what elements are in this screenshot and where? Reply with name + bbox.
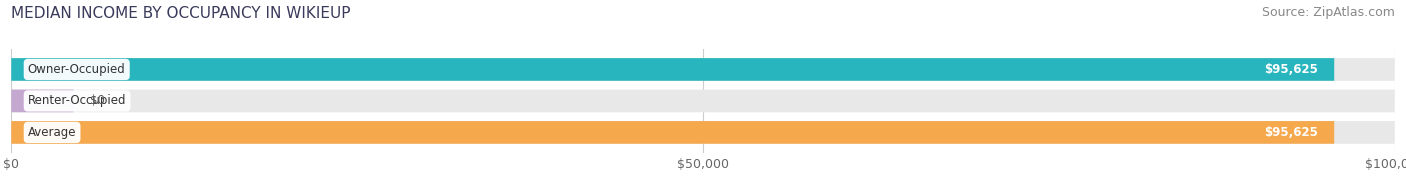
FancyBboxPatch shape: [11, 121, 1334, 144]
FancyBboxPatch shape: [11, 90, 73, 112]
FancyBboxPatch shape: [11, 90, 1395, 112]
Text: Renter-Occupied: Renter-Occupied: [28, 94, 127, 107]
FancyBboxPatch shape: [11, 58, 1395, 81]
FancyBboxPatch shape: [11, 58, 1334, 81]
Text: $95,625: $95,625: [1264, 126, 1317, 139]
Text: Average: Average: [28, 126, 76, 139]
FancyBboxPatch shape: [11, 121, 1395, 144]
Text: Owner-Occupied: Owner-Occupied: [28, 63, 125, 76]
Text: $0: $0: [90, 94, 105, 107]
Text: $95,625: $95,625: [1264, 63, 1317, 76]
Text: Source: ZipAtlas.com: Source: ZipAtlas.com: [1261, 6, 1395, 19]
Text: MEDIAN INCOME BY OCCUPANCY IN WIKIEUP: MEDIAN INCOME BY OCCUPANCY IN WIKIEUP: [11, 6, 350, 21]
